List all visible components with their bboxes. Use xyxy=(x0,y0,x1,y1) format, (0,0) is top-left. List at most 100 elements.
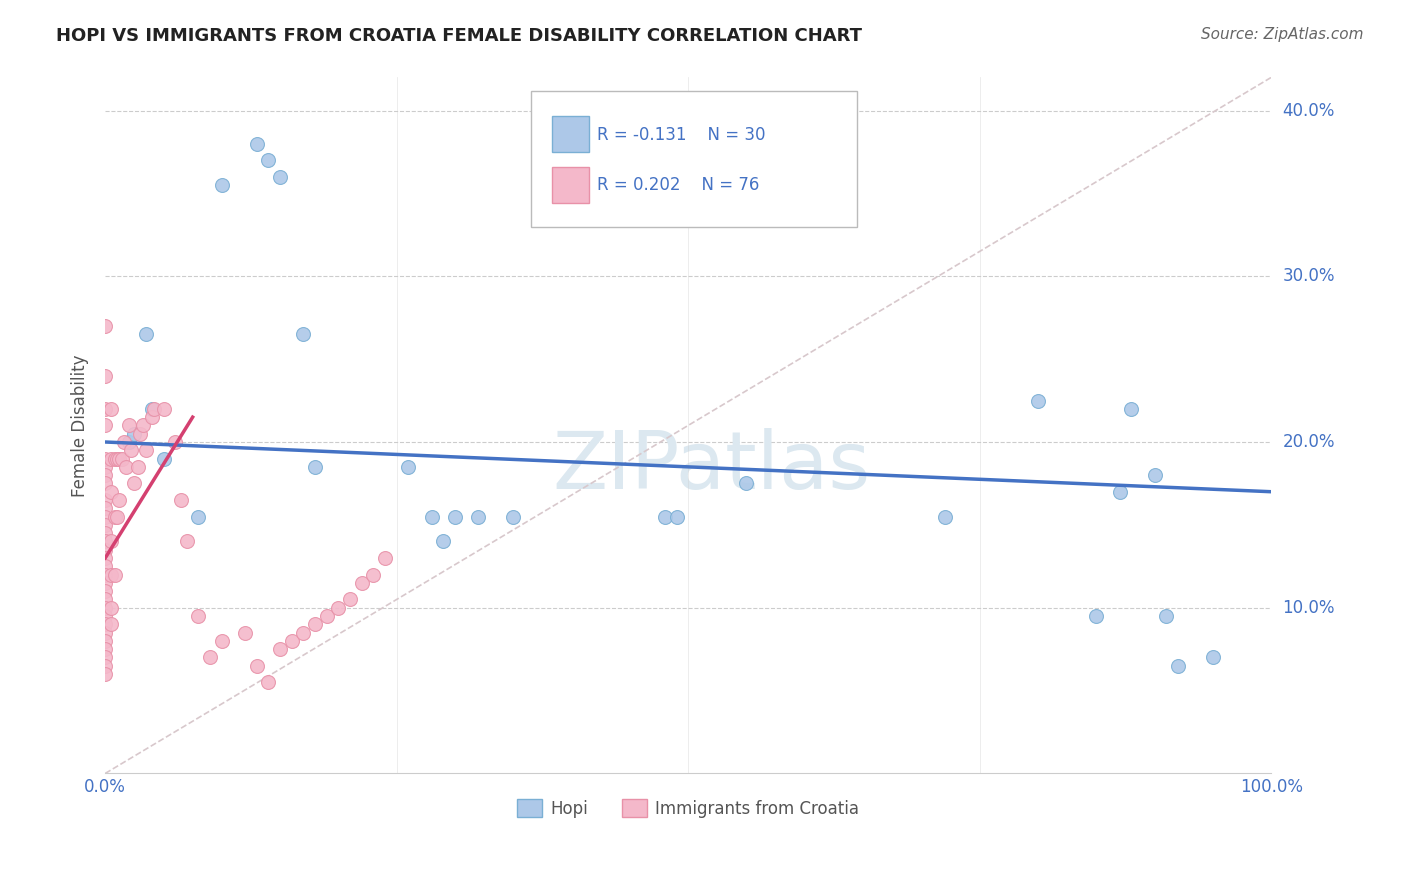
Point xyxy=(108,493,131,508)
Point xyxy=(420,509,443,524)
Point xyxy=(94,451,117,466)
Point xyxy=(165,435,187,450)
Point xyxy=(350,575,373,590)
Point xyxy=(269,642,291,657)
Text: R = -0.131    N = 30: R = -0.131 N = 30 xyxy=(598,126,766,144)
Point xyxy=(281,633,304,648)
Point xyxy=(94,667,117,681)
Point xyxy=(198,650,221,665)
Point xyxy=(94,418,117,433)
Point xyxy=(94,584,117,599)
Point xyxy=(257,675,280,690)
Point xyxy=(1026,393,1049,408)
Point xyxy=(1085,609,1108,624)
Point xyxy=(94,617,117,632)
Point xyxy=(135,327,157,342)
Y-axis label: Female Disability: Female Disability xyxy=(72,354,89,497)
Point xyxy=(1154,609,1177,624)
Point xyxy=(115,459,138,474)
Point xyxy=(94,526,117,541)
Point xyxy=(94,493,117,508)
Point xyxy=(94,600,117,615)
Point xyxy=(94,551,117,566)
Point xyxy=(94,509,117,524)
Point xyxy=(94,625,117,640)
Point xyxy=(152,451,174,466)
Point xyxy=(94,575,117,590)
Point xyxy=(176,534,198,549)
Point xyxy=(187,609,209,624)
Point xyxy=(374,551,396,566)
Text: 10.0%: 10.0% xyxy=(1282,599,1334,616)
Text: 40.0%: 40.0% xyxy=(1282,102,1334,120)
Point xyxy=(100,534,122,549)
Point xyxy=(103,509,125,524)
Point xyxy=(124,426,146,441)
Point xyxy=(211,633,233,648)
Point xyxy=(105,451,128,466)
Point xyxy=(94,542,117,557)
Point xyxy=(103,567,125,582)
Point xyxy=(654,509,676,524)
Point xyxy=(934,509,956,524)
Point xyxy=(135,443,157,458)
Point xyxy=(127,459,149,474)
Point xyxy=(170,493,193,508)
Text: ZIPatlas: ZIPatlas xyxy=(553,428,870,506)
Point xyxy=(152,401,174,416)
Point xyxy=(94,650,117,665)
FancyBboxPatch shape xyxy=(531,91,858,227)
Point xyxy=(396,459,419,474)
Point xyxy=(432,534,454,549)
Point xyxy=(94,609,117,624)
Point xyxy=(105,509,128,524)
Point xyxy=(269,169,291,184)
Point xyxy=(143,401,166,416)
Point xyxy=(467,509,489,524)
Point xyxy=(94,517,117,532)
Point xyxy=(304,617,326,632)
Point xyxy=(735,476,758,491)
Point xyxy=(141,401,163,416)
Point xyxy=(444,509,467,524)
Point xyxy=(94,567,117,582)
Point xyxy=(117,418,139,433)
FancyBboxPatch shape xyxy=(551,167,589,202)
Point xyxy=(117,435,139,450)
Text: 20.0%: 20.0% xyxy=(1282,433,1334,451)
Point xyxy=(292,625,315,640)
Point xyxy=(304,459,326,474)
Point xyxy=(124,476,146,491)
Point xyxy=(339,592,361,607)
Point xyxy=(1202,650,1225,665)
Text: R = 0.202    N = 76: R = 0.202 N = 76 xyxy=(598,177,759,194)
Point xyxy=(100,484,122,499)
Point xyxy=(94,501,117,516)
Point xyxy=(94,534,117,549)
Point xyxy=(187,509,209,524)
Point xyxy=(94,559,117,574)
Point xyxy=(257,153,280,168)
Point xyxy=(94,633,117,648)
Point xyxy=(100,401,122,416)
Legend: Hopi, Immigrants from Croatia: Hopi, Immigrants from Croatia xyxy=(510,793,866,824)
Point xyxy=(502,509,524,524)
Point xyxy=(1143,468,1166,483)
Text: Source: ZipAtlas.com: Source: ZipAtlas.com xyxy=(1201,27,1364,42)
Point xyxy=(100,451,122,466)
Point xyxy=(1108,484,1130,499)
Point xyxy=(108,451,131,466)
Point xyxy=(100,567,122,582)
Point xyxy=(94,318,117,333)
Point xyxy=(211,178,233,193)
Point xyxy=(94,642,117,657)
Point xyxy=(112,435,135,450)
Point xyxy=(246,136,269,151)
Point xyxy=(94,459,117,474)
Point xyxy=(246,658,269,673)
Point xyxy=(292,327,315,342)
Text: HOPI VS IMMIGRANTS FROM CROATIA FEMALE DISABILITY CORRELATION CHART: HOPI VS IMMIGRANTS FROM CROATIA FEMALE D… xyxy=(56,27,862,45)
Text: 30.0%: 30.0% xyxy=(1282,268,1334,285)
Point xyxy=(233,625,256,640)
Point xyxy=(110,451,132,466)
